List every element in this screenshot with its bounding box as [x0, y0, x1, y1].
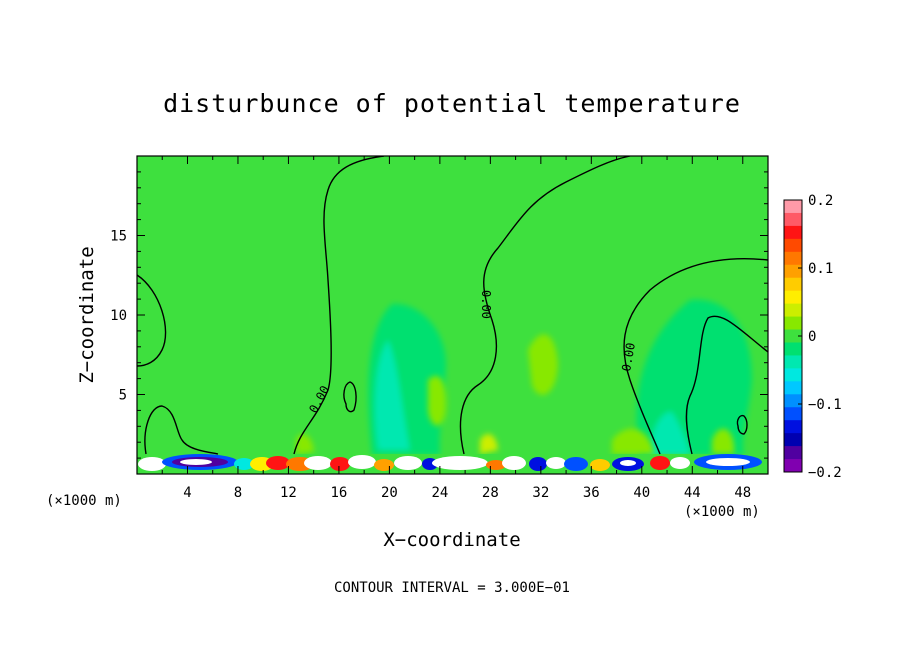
colorbar-tick-label: 0.2 — [808, 193, 833, 209]
negative-plume-core — [374, 340, 410, 450]
bl-white-2 — [180, 459, 212, 465]
x-tick-label: 24 — [431, 485, 448, 501]
colorbar-swatch — [784, 212, 802, 227]
y-tick-label: 5 — [119, 388, 127, 404]
colorbar-swatch — [784, 446, 802, 460]
contour-interval-note: CONTOUR INTERVAL = 3.000E−01 — [334, 580, 570, 596]
contour-label: 0.00 — [619, 342, 638, 373]
bl-white-11 — [706, 458, 750, 466]
positive-patch-5 — [480, 434, 498, 454]
colorbar-swatch — [784, 316, 802, 331]
y-axis-label: Z−coordinate — [76, 246, 98, 383]
colorbar-swatch — [784, 200, 802, 214]
colorbar — [784, 200, 802, 473]
bl-orange-3 — [486, 460, 506, 470]
bl-orange-2 — [374, 459, 394, 471]
x-tick-label: 40 — [633, 485, 650, 501]
boundary-layer-strip — [137, 454, 768, 474]
bl-white-4 — [348, 455, 376, 469]
x-axis-label: X−coordinate — [383, 529, 520, 551]
bl-white-7 — [502, 456, 526, 470]
contour-column — [293, 156, 385, 455]
colorbar-swatch — [784, 329, 802, 343]
colorbar-swatch — [784, 303, 802, 318]
chart-title: disturbunce of potential temperature — [163, 89, 741, 118]
colorbar-swatch — [784, 290, 802, 305]
x-tick-label: 36 — [583, 485, 600, 501]
x-tick-label: 20 — [381, 485, 398, 501]
bl-white-8 — [546, 457, 566, 469]
x-tick-label: 16 — [330, 485, 347, 501]
x-unit-label-left: (×1000 m) — [46, 493, 122, 509]
bl-yellow-2 — [590, 459, 610, 471]
positive-patch-2 — [428, 375, 447, 426]
bl-white-5 — [394, 456, 422, 470]
bl-blue-4 — [564, 457, 588, 471]
bl-red-2 — [330, 457, 350, 471]
y-tick-label: 15 — [110, 229, 127, 245]
positive-patch-3 — [612, 428, 654, 454]
x-unit-label-right: (×1000 m) — [684, 504, 760, 520]
colorbar-tick-label: 0 — [808, 329, 816, 345]
colorbar-swatch — [784, 225, 802, 240]
bl-white-1 — [138, 457, 166, 471]
colorbar-swatch — [784, 355, 802, 369]
x-tick-label: 12 — [280, 485, 297, 501]
negative-anomaly-regions — [368, 299, 752, 455]
x-axis-ticks: 4 8 12 16 20 24 28 32 36 40 44 48 — [161, 156, 751, 501]
x-tick-label: 48 — [734, 485, 751, 501]
contour-small-loop-2 — [736, 414, 748, 435]
bl-red-1 — [266, 456, 290, 470]
x-tick-label: 32 — [532, 485, 549, 501]
contour-label: 0.00 — [479, 290, 493, 319]
positive-anomaly-regions — [296, 334, 735, 454]
colorbar-swatch — [784, 407, 802, 421]
bl-white-10 — [670, 457, 690, 469]
x-tick-label: 4 — [183, 485, 191, 501]
colorbar-ticks: 0.2 0.1 0 −0.1 −0.2 — [798, 193, 842, 481]
colorbar-swatch — [784, 238, 802, 253]
colorbar-swatch — [784, 342, 802, 356]
colorbar-swatch — [784, 420, 802, 434]
colorbar-tick-label: −0.1 — [808, 397, 842, 413]
colorbar-swatch — [784, 277, 802, 292]
zero-contours — [137, 156, 768, 455]
colorbar-swatch — [784, 394, 802, 408]
positive-patch-4 — [712, 428, 735, 454]
contour-right — [623, 258, 768, 455]
colorbar-swatch — [784, 459, 802, 473]
bl-red-3 — [650, 456, 670, 470]
colorbar-swatch — [784, 368, 802, 382]
bl-white-6 — [432, 456, 488, 470]
bl-cyan-1 — [234, 458, 254, 470]
contour-small-loop-1 — [343, 381, 357, 413]
x-tick-label: 8 — [234, 485, 242, 501]
colorbar-swatch — [784, 433, 802, 447]
negative-plume-right-core — [650, 411, 690, 455]
contour-left-lower — [144, 405, 219, 455]
colorbar-swatch — [784, 264, 802, 279]
contour-right-inner — [685, 315, 768, 455]
positive-patch-1 — [528, 334, 558, 395]
plot-area: 0.00 0.00 0.00 — [137, 156, 768, 474]
contour-ridge — [459, 156, 631, 455]
x-tick-label: 28 — [482, 485, 499, 501]
bl-blue-3 — [529, 457, 547, 471]
contour-left-upper — [137, 274, 167, 367]
bl-white-9 — [620, 460, 636, 466]
y-tick-label: 10 — [110, 308, 127, 324]
x-tick-label: 44 — [684, 485, 701, 501]
colorbar-swatch — [784, 251, 802, 266]
positive-patch-6 — [296, 434, 314, 454]
colorbar-tick-label: −0.2 — [808, 465, 842, 481]
colorbar-tick-label: 0.1 — [808, 261, 833, 277]
bl-white-3 — [304, 456, 332, 470]
y-axis-ticks: 5 10 15 — [110, 171, 768, 459]
colorbar-swatch — [784, 381, 802, 395]
